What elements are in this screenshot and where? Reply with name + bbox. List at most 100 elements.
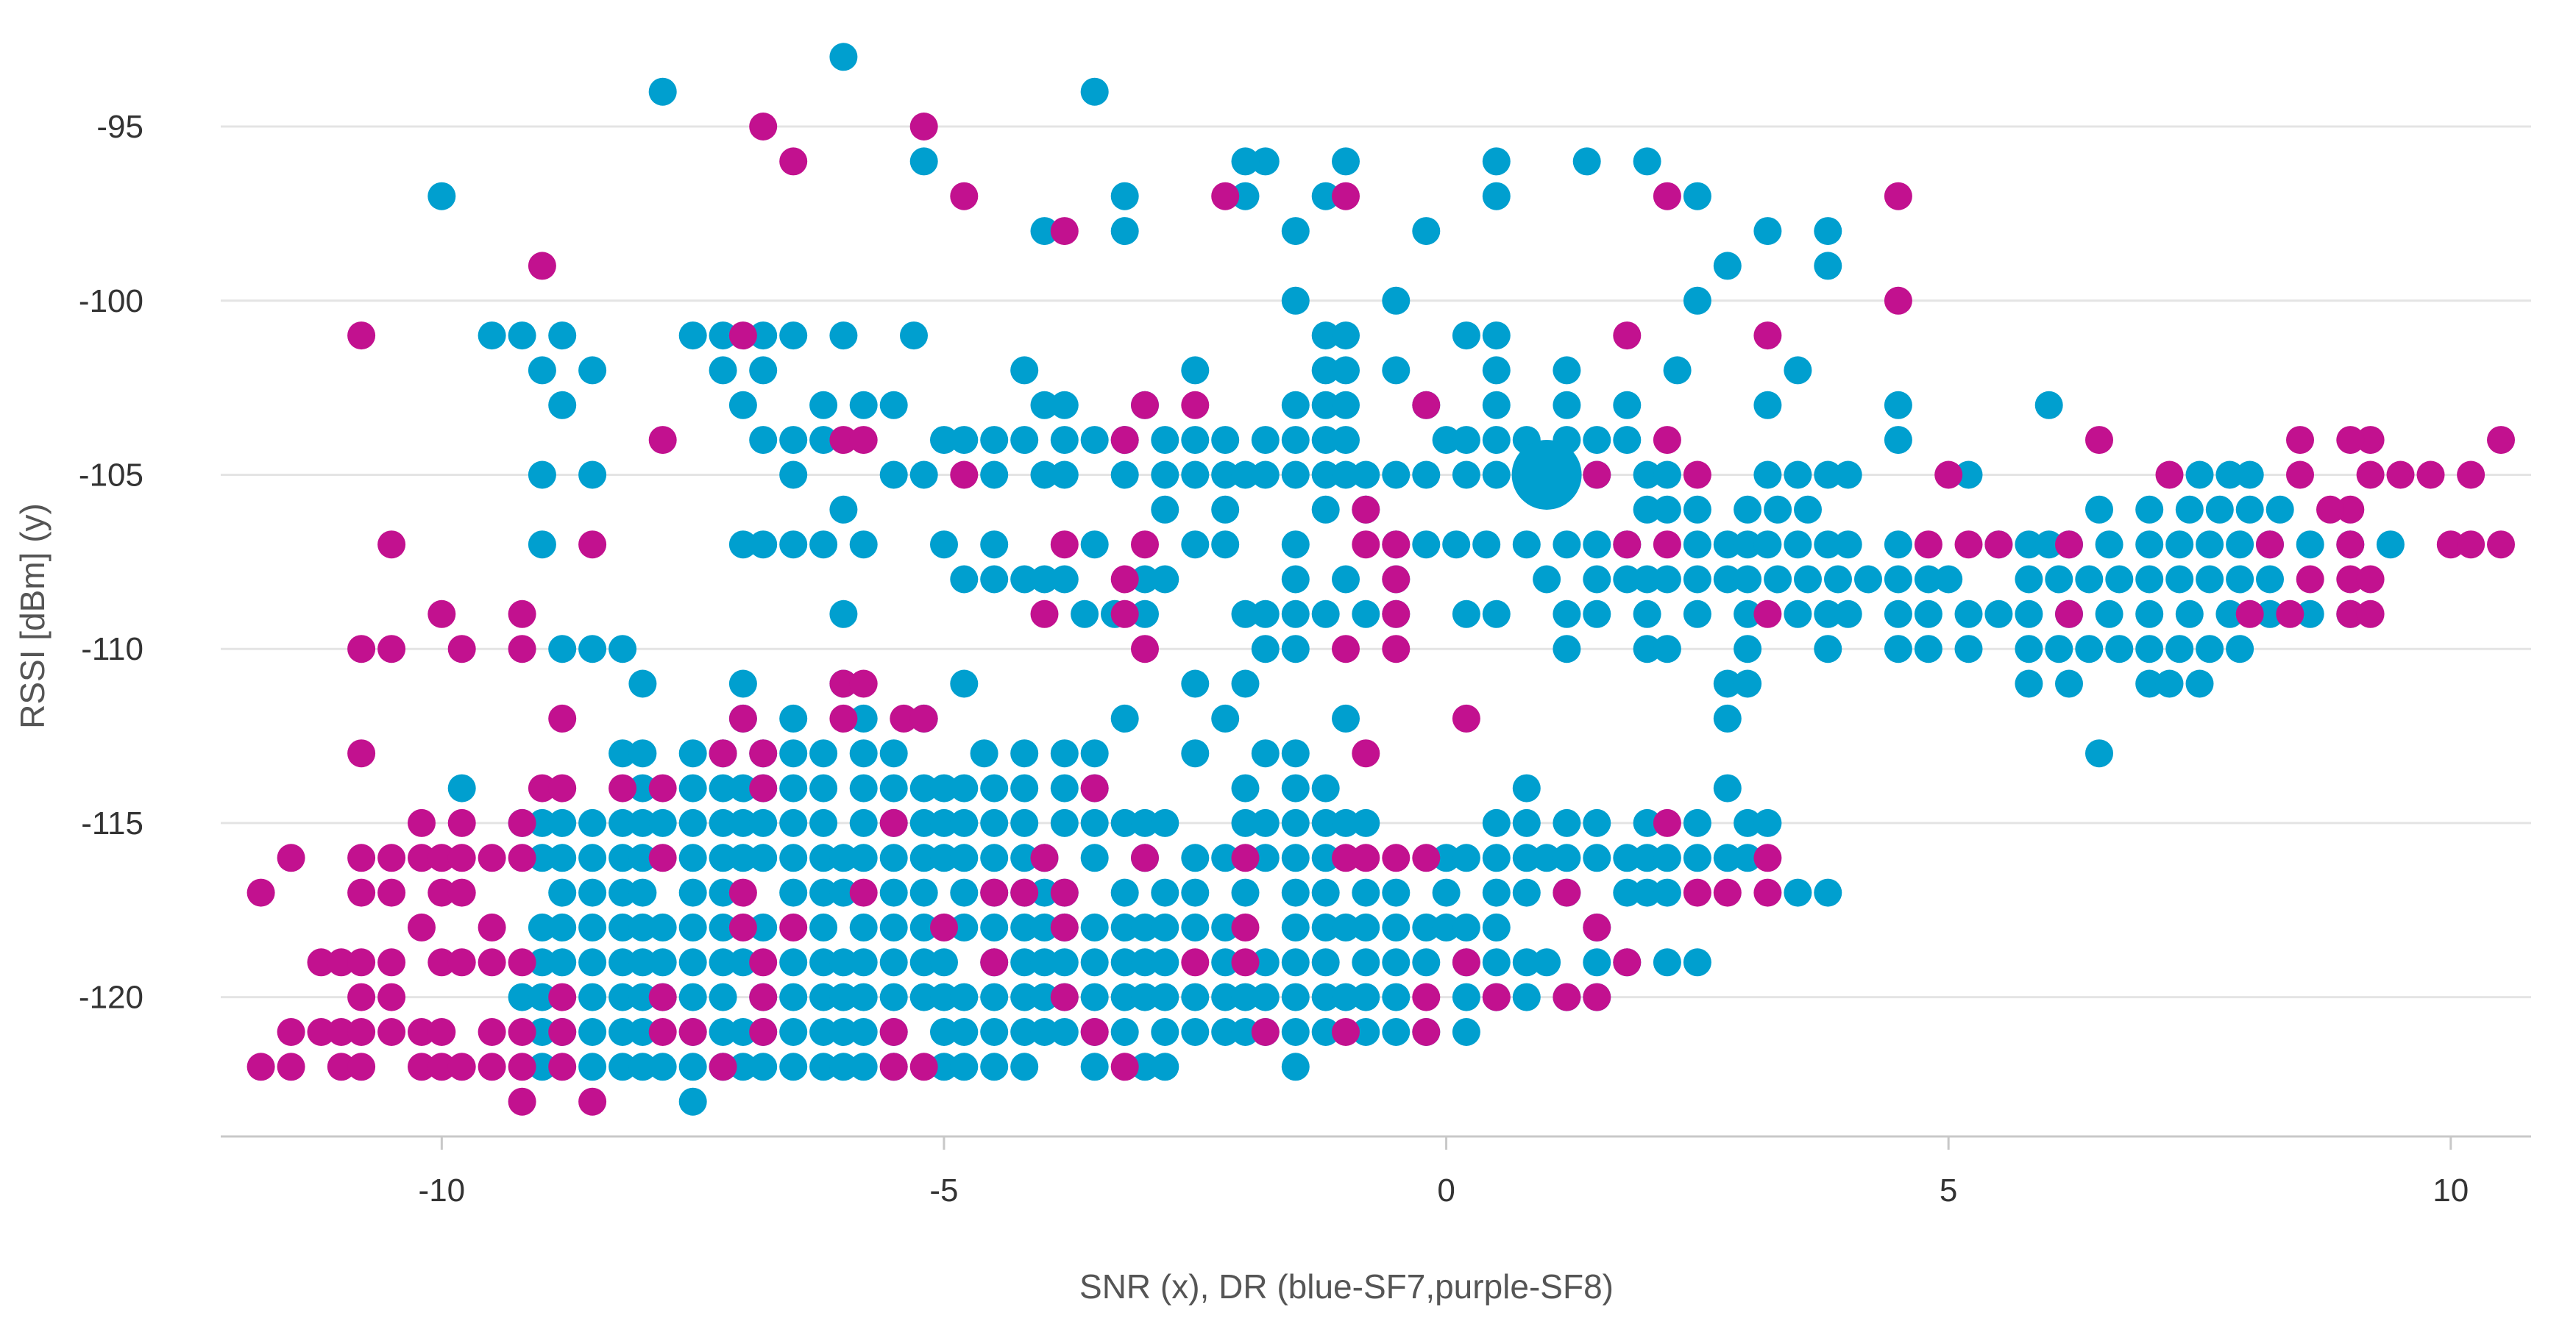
data-point-sf7	[980, 460, 1009, 489]
data-point-sf7	[1914, 599, 1942, 628]
data-point-sf7	[849, 913, 878, 942]
data-point-sf7	[1352, 1018, 1380, 1046]
data-point-sf8	[1382, 844, 1411, 872]
data-point-sf8	[1352, 495, 1380, 524]
data-point-sf8	[347, 321, 376, 350]
data-point-sf7	[829, 495, 858, 524]
data-point-sf8	[909, 1053, 938, 1081]
data-point-sf7	[1613, 878, 1642, 907]
data-point-sf7	[709, 948, 737, 977]
data-point-sf7	[779, 321, 808, 350]
data-point-sf7	[1181, 669, 1210, 698]
data-point-sf7	[1482, 844, 1511, 872]
data-point-sf7	[1784, 878, 1812, 907]
data-point-sf7	[1412, 913, 1441, 942]
data-point-sf7	[809, 1053, 838, 1081]
data-point-sf8	[1753, 878, 1782, 907]
data-point-sf7	[1151, 808, 1179, 837]
data-point-sf7	[950, 1018, 979, 1046]
data-point-sf7	[728, 391, 757, 419]
data-point-sf7	[2226, 565, 2254, 594]
data-point-sf7	[447, 774, 476, 803]
data-point-sf7	[1814, 635, 1842, 663]
data-point-sf7	[1181, 460, 1210, 489]
data-point-sf8	[2336, 599, 2365, 628]
data-point-sf7	[879, 913, 908, 942]
series-sf7	[427, 43, 2405, 1116]
data-point-sf7	[608, 913, 637, 942]
data-point-sf8	[2487, 426, 2515, 455]
data-point-sf7	[1914, 635, 1942, 663]
data-point-sf7	[749, 1053, 778, 1081]
data-point-sf7	[2085, 739, 2113, 768]
data-point-sf7	[1352, 460, 1380, 489]
data-point-sf7	[1713, 774, 1742, 803]
data-point-sf7	[1311, 878, 1340, 907]
data-point-sf8	[1050, 983, 1079, 1011]
data-point-sf7	[528, 844, 556, 872]
data-point-sf8	[377, 635, 406, 663]
data-point-sf7	[2075, 565, 2104, 594]
data-point-sf8	[1332, 1018, 1360, 1046]
data-point-sf8	[1613, 321, 1642, 350]
data-point-sf8	[408, 1018, 436, 1046]
data-point-sf7	[578, 1018, 607, 1046]
data-point-sf7	[1663, 356, 1692, 385]
data-point-sf7	[1281, 599, 1310, 628]
data-point-sf8	[2386, 460, 2415, 489]
data-point-sf7	[1131, 1053, 1159, 1081]
data-point-sf7	[548, 948, 577, 977]
data-point-sf7	[749, 844, 778, 872]
data-point-sf7	[1030, 1018, 1059, 1046]
data-point-sf7	[2226, 635, 2254, 663]
data-point-sf7	[1633, 844, 1661, 872]
data-point-sf7	[1583, 808, 1611, 837]
data-point-sf7	[1332, 913, 1360, 942]
data-point-sf7	[849, 704, 878, 733]
data-point-sf7	[608, 1018, 637, 1046]
data-point-sf7	[809, 948, 838, 977]
data-point-sf7	[900, 321, 928, 350]
data-point-sf7	[1010, 948, 1039, 977]
data-point-sf7	[1151, 460, 1179, 489]
data-point-sf7	[1734, 808, 1762, 837]
data-point-sf7	[548, 321, 577, 350]
data-point-sf7	[779, 1053, 808, 1081]
data-point-sf7	[1311, 182, 1340, 210]
data-point-sf7	[1010, 808, 1039, 837]
data-point-sf8	[950, 460, 979, 489]
data-point-sf7	[1332, 704, 1360, 733]
data-point-sf7	[548, 635, 577, 663]
data-point-sf7	[1352, 599, 1380, 628]
data-point-sf7	[879, 878, 908, 907]
data-point-sf7	[528, 913, 556, 942]
data-point-sf7	[2135, 565, 2164, 594]
data-point-sf8	[1352, 844, 1380, 872]
data-point-sf7	[1311, 495, 1340, 524]
data-point-sf8	[930, 913, 958, 942]
data-point-sf8	[408, 808, 436, 837]
data-point-sf7	[1824, 565, 1852, 594]
data-point-sf8	[1653, 808, 1681, 837]
data-point-sf8	[347, 948, 376, 977]
data-point-sf7	[1713, 669, 1742, 698]
data-point-sf7	[879, 739, 908, 768]
data-point-sf7	[1332, 983, 1360, 1011]
data-point-sf8	[1110, 426, 1139, 455]
data-point-sf7	[1984, 599, 2013, 628]
data-point-sf8	[1382, 530, 1411, 559]
y-tick-label: -95	[96, 109, 143, 145]
data-point-sf8	[728, 704, 757, 733]
data-point-sf7	[2045, 565, 2073, 594]
data-point-sf7	[1653, 844, 1681, 872]
data-point-sf7	[1231, 774, 1260, 803]
data-point-sf7	[849, 1053, 878, 1081]
data-point-sf7	[678, 808, 707, 837]
data-point-sf7	[1512, 844, 1541, 872]
data-point-sf7	[1553, 808, 1581, 837]
data-point-sf7	[678, 878, 707, 907]
data-point-sf7	[1814, 530, 1842, 559]
data-point-sf7	[2235, 460, 2264, 489]
data-point-sf7	[1452, 844, 1480, 872]
data-point-sf7	[528, 530, 556, 559]
